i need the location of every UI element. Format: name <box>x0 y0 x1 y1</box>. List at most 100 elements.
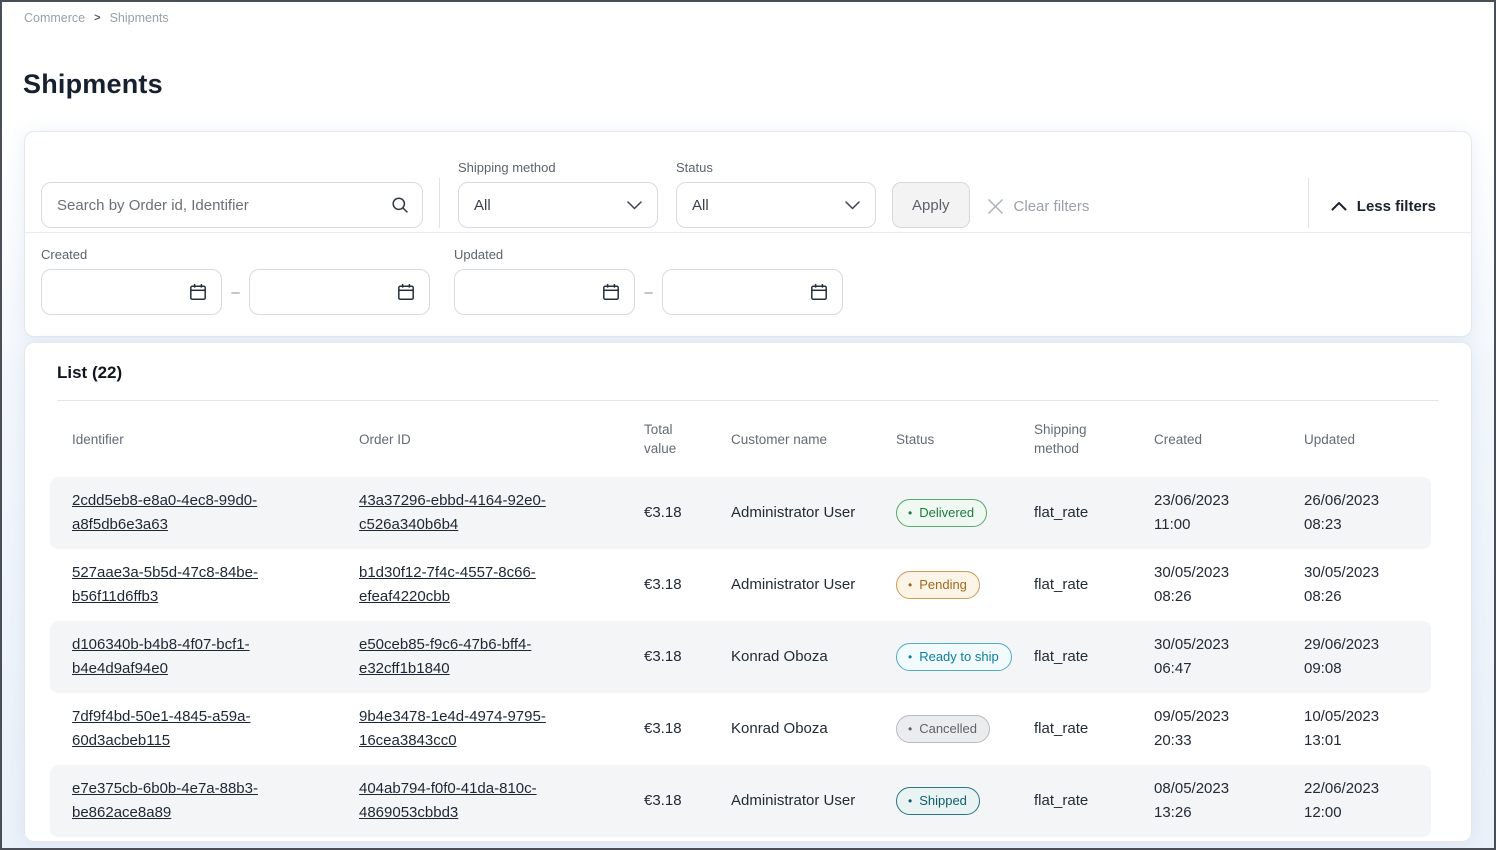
date-range-dash: – <box>635 284 662 301</box>
status-badge: Ready to ship <box>896 643 1012 671</box>
column-header-shipping-method: Shipping method <box>1034 420 1154 458</box>
calendar-icon <box>809 282 829 302</box>
created-date: 30/05/2023 08:26 <box>1154 561 1304 609</box>
column-header-updated: Updated <box>1304 430 1431 449</box>
identifier-link[interactable]: 7df9f4bd-50e1-4845-a59a-60d3acbeb115 <box>72 705 302 753</box>
table-header: Identifier Order ID Total value Customer… <box>50 401 1431 477</box>
less-filters-toggle[interactable]: Less filters <box>1331 198 1436 215</box>
column-header-identifier: Identifier <box>72 430 359 449</box>
status-badge: Shipped <box>896 787 980 815</box>
created-filter-label: Created <box>41 247 430 262</box>
breadcrumb-item-commerce[interactable]: Commerce <box>24 11 85 25</box>
clear-filters-label: Clear filters <box>1014 198 1090 215</box>
customer-name: Administrator User <box>731 573 896 597</box>
chevron-up-icon <box>1331 202 1347 211</box>
table-row: 527aae3a-5b5d-47c8-84be-b56f11d6ffb3 b1d… <box>50 549 1431 621</box>
shipping-method: flat_rate <box>1034 645 1154 669</box>
filters-date-row: Created – <box>25 233 1471 336</box>
column-header-status: Status <box>896 430 1034 449</box>
table-body: 2cdd5eb8-e8a0-4ec8-99d0-a8f5db6e3a63 43a… <box>25 477 1471 837</box>
calendar-icon <box>188 282 208 302</box>
shipping-method-value: All <box>474 197 491 214</box>
created-from-input[interactable] <box>41 269 222 315</box>
calendar-icon <box>396 282 416 302</box>
clear-filters-button[interactable]: Clear filters <box>986 197 1090 216</box>
breadcrumb: Commerce > Shipments <box>2 2 1494 25</box>
search-field <box>41 182 423 228</box>
search-icon <box>390 195 410 215</box>
breadcrumb-item-shipments[interactable]: Shipments <box>110 11 169 25</box>
shipping-method-select[interactable]: All <box>458 182 658 228</box>
x-icon <box>986 197 1005 216</box>
created-date: 30/05/2023 06:47 <box>1154 633 1304 681</box>
list-title: List (22) <box>57 363 1439 383</box>
updated-to-input[interactable] <box>662 269 843 315</box>
status-badge: Pending <box>896 571 980 599</box>
shipping-method: flat_rate <box>1034 501 1154 525</box>
apply-button[interactable]: Apply <box>892 182 970 228</box>
column-header-total-value: Total value <box>644 420 731 458</box>
search-input[interactable] <box>41 182 423 228</box>
identifier-link[interactable]: d106340b-b4b8-4f07-bcf1-b4e4d9af94e0 <box>72 633 302 681</box>
status-badge: Delivered <box>896 499 987 527</box>
page: Commerce > Shipments Shipments Shipping … <box>0 0 1496 850</box>
order-id-link[interactable]: 43a37296-ebbd-4164-92e0-c526a340b6b4 <box>359 489 589 537</box>
updated-date: 10/05/2023 13:01 <box>1304 705 1431 753</box>
total-value: €3.18 <box>644 573 731 597</box>
updated-date-filter: Updated – <box>454 247 843 315</box>
created-date: 08/05/2023 13:26 <box>1154 777 1304 825</box>
filters-divider-1 <box>439 178 440 228</box>
date-range-dash: – <box>222 284 249 301</box>
column-header-created: Created <box>1154 430 1304 449</box>
order-id-link[interactable]: 404ab794-f0f0-41da-810c-4869053cbbd3 <box>359 777 589 825</box>
less-filters-label: Less filters <box>1357 198 1436 215</box>
total-value: €3.18 <box>644 501 731 525</box>
created-date: 23/06/2023 11:00 <box>1154 489 1304 537</box>
order-id-link[interactable]: b1d30f12-7f4c-4557-8c66-efeaf4220cbb <box>359 561 589 609</box>
updated-filter-label: Updated <box>454 247 843 262</box>
page-title: Shipments <box>23 69 1494 100</box>
status-field: Status All <box>676 160 876 228</box>
customer-name: Administrator User <box>731 789 896 813</box>
identifier-link[interactable]: 2cdd5eb8-e8a0-4ec8-99d0-a8f5db6e3a63 <box>72 489 302 537</box>
customer-name: Administrator User <box>731 501 896 525</box>
shipping-method: flat_rate <box>1034 717 1154 741</box>
list-panel: List (22) Identifier Order ID Total valu… <box>24 342 1472 842</box>
updated-from-input[interactable] <box>454 269 635 315</box>
filters-main-row: Shipping method All Status All <box>25 132 1471 232</box>
created-date: 09/05/2023 20:33 <box>1154 705 1304 753</box>
chevron-down-icon <box>845 201 860 210</box>
identifier-link[interactable]: e7e375cb-6b0b-4e7a-88b3-be862ace8a89 <box>72 777 302 825</box>
identifier-link[interactable]: 527aae3a-5b5d-47c8-84be-b56f11d6ffb3 <box>72 561 302 609</box>
total-value: €3.18 <box>644 789 731 813</box>
table-row: 2cdd5eb8-e8a0-4ec8-99d0-a8f5db6e3a63 43a… <box>50 477 1431 549</box>
column-header-customer-name: Customer name <box>731 430 896 449</box>
total-value: €3.18 <box>644 717 731 741</box>
status-value: All <box>692 197 709 214</box>
updated-date: 26/06/2023 08:23 <box>1304 489 1431 537</box>
status-label: Status <box>676 160 876 175</box>
customer-name: Konrad Oboza <box>731 645 896 669</box>
created-date-filter: Created – <box>41 247 430 315</box>
breadcrumb-separator-icon: > <box>94 12 100 24</box>
updated-date: 30/05/2023 08:26 <box>1304 561 1431 609</box>
total-value: €3.18 <box>644 645 731 669</box>
shipping-method-field: Shipping method All <box>458 160 658 228</box>
order-id-link[interactable]: 9b4e3478-1e4d-4974-9795-16cea3843cc0 <box>359 705 589 753</box>
updated-date: 22/06/2023 12:00 <box>1304 777 1431 825</box>
created-to-input[interactable] <box>249 269 430 315</box>
shipping-method-label: Shipping method <box>458 160 658 175</box>
filters-panel: Shipping method All Status All <box>24 131 1472 337</box>
order-id-link[interactable]: e50ceb85-f9c6-47b6-bff4-e32cff1b1840 <box>359 633 589 681</box>
calendar-icon <box>601 282 621 302</box>
shipping-method: flat_rate <box>1034 573 1154 597</box>
table-row: e7e375cb-6b0b-4e7a-88b3-be862ace8a89 404… <box>50 765 1431 837</box>
filters-divider-2 <box>1308 178 1309 228</box>
table-row: d106340b-b4b8-4f07-bcf1-b4e4d9af94e0 e50… <box>50 621 1431 693</box>
column-header-order-id: Order ID <box>359 430 644 449</box>
customer-name: Konrad Oboza <box>731 717 896 741</box>
table-row: 7df9f4bd-50e1-4845-a59a-60d3acbeb115 9b4… <box>50 693 1431 765</box>
shipping-method: flat_rate <box>1034 789 1154 813</box>
chevron-down-icon <box>627 201 642 210</box>
status-select[interactable]: All <box>676 182 876 228</box>
